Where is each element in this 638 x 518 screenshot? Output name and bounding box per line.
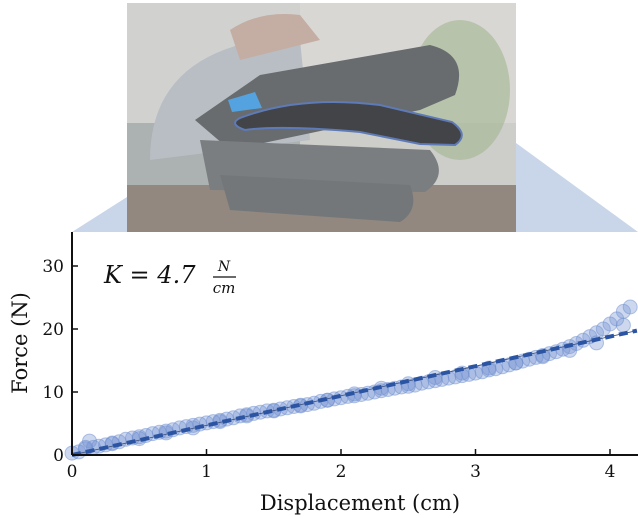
x-tick-label: 0 — [67, 462, 78, 482]
fit-line — [71, 328, 638, 457]
callout-left — [72, 197, 127, 232]
x-ticks: 0 1 2 3 4 — [67, 449, 616, 482]
x-tick-label: 3 — [470, 462, 481, 482]
data-point — [615, 317, 631, 333]
x-axis-label: Displacement (cm) — [260, 491, 460, 515]
chart: 0 1 2 3 4 0 10 20 30 Displacement (cm) Force (N… — [8, 232, 638, 515]
svg-text:cm: cm — [213, 279, 236, 297]
y-ticks: 0 10 20 30 — [42, 257, 78, 466]
svg-text:K = 4.7: K = 4.7 — [103, 261, 196, 289]
y-tick-label: 30 — [42, 257, 64, 277]
callout-right — [516, 143, 638, 232]
y-tick-label: 0 — [53, 446, 64, 466]
x-tick-label: 4 — [605, 462, 616, 482]
y-tick-label: 20 — [42, 320, 64, 340]
svg-text:N: N — [217, 259, 231, 275]
y-tick-label: 10 — [42, 383, 64, 403]
data-point — [622, 299, 638, 315]
x-tick-label: 1 — [201, 462, 212, 482]
y-axis-label: Force (N) — [8, 292, 32, 394]
stiffness-annotation: K = 4.7 N cm — [103, 259, 236, 297]
x-tick-label: 2 — [336, 462, 347, 482]
glove-photo — [127, 3, 516, 232]
data-points — [64, 299, 638, 461]
